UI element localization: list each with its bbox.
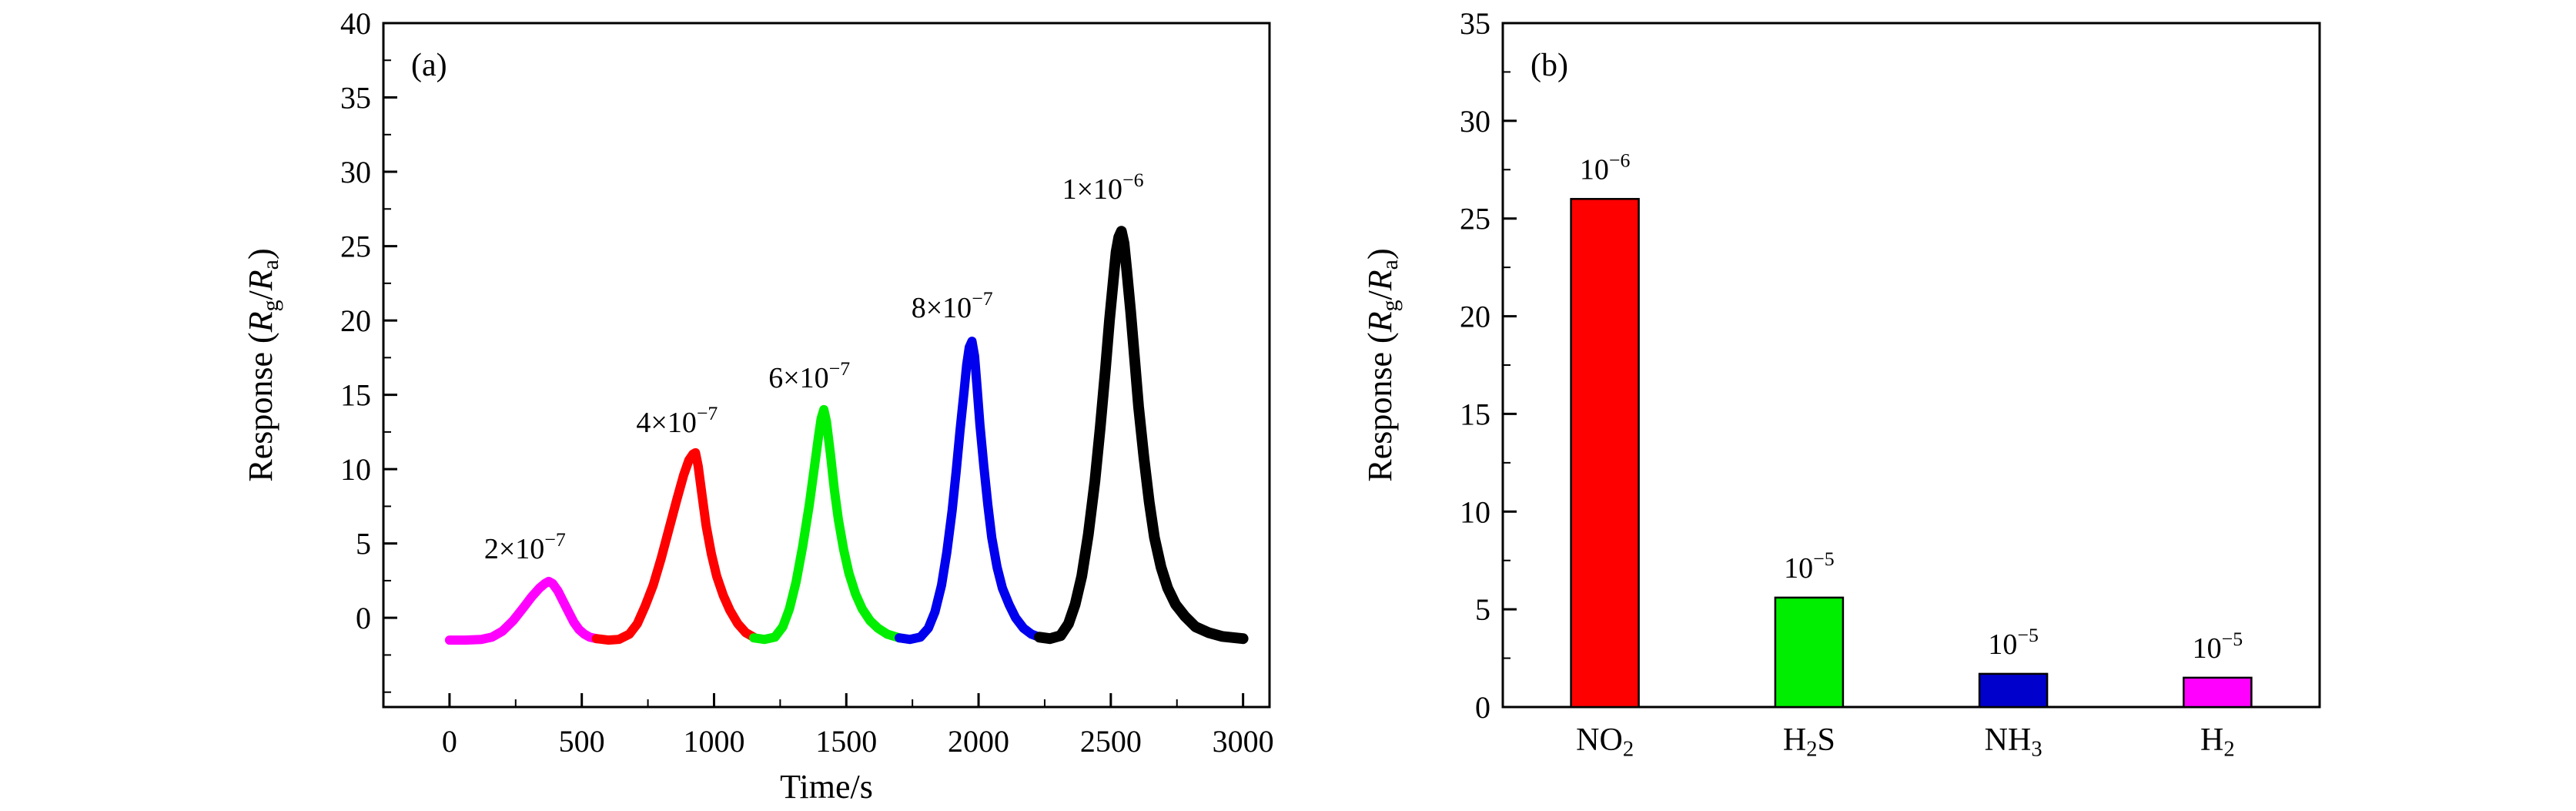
x-tick-label: 500 xyxy=(559,724,605,759)
y-tick-label: 35 xyxy=(340,81,371,116)
concentration-label: 1×10−6 xyxy=(1062,169,1144,206)
y-tick-label: 10 xyxy=(340,452,371,487)
series-conc-8e-7 xyxy=(895,337,1045,645)
concentration-label: 6×10−7 xyxy=(768,357,850,394)
y-tick-label: 20 xyxy=(1460,300,1490,334)
bar-3 xyxy=(1978,672,2049,709)
y-tick-label: 15 xyxy=(340,378,371,413)
x-axis-title: Time/s xyxy=(780,768,873,806)
y-tick-label: 5 xyxy=(1475,592,1490,627)
y-tick-label: 0 xyxy=(1475,690,1490,725)
y-tick-label: 25 xyxy=(340,230,371,264)
y-tick-label: 20 xyxy=(340,303,371,338)
y-tick-label: 10 xyxy=(1460,494,1490,529)
y-tick-label: 25 xyxy=(1460,202,1490,236)
panel-letter: (b) xyxy=(1531,48,1568,83)
category-label: H2 xyxy=(2200,722,2235,762)
x-tick-label: 1000 xyxy=(683,724,744,759)
bar-value-label: 10−6 xyxy=(1580,149,1631,186)
concentration-label: 8×10−7 xyxy=(912,287,993,324)
y-tick-label: 0 xyxy=(356,601,371,635)
y-tick-label: 30 xyxy=(340,155,371,189)
concentration-label: 4×10−7 xyxy=(636,402,718,439)
series-conc-4e-7 xyxy=(591,447,758,645)
y-tick-label: 30 xyxy=(1460,104,1490,139)
series-conc-2e-7 xyxy=(444,576,601,645)
y-tick-label: 35 xyxy=(1460,6,1490,41)
bar-2 xyxy=(1774,596,1845,709)
concentration-label: 2×10−7 xyxy=(484,528,566,565)
series-conc-6e-7 xyxy=(749,404,904,645)
bar-1 xyxy=(1570,198,1640,709)
category-label: NH3 xyxy=(1985,722,2042,762)
x-tick-label: 2500 xyxy=(1080,724,1142,759)
bar-value-label: 10−5 xyxy=(1784,548,1834,585)
bar-value-label: 10−5 xyxy=(2193,628,2243,665)
category-label: H2S xyxy=(1783,722,1835,762)
panel-letter: (a) xyxy=(411,48,447,83)
x-tick-label: 0 xyxy=(442,724,457,759)
category-label: NO2 xyxy=(1576,722,1634,762)
series-conc-1e-6 xyxy=(1034,226,1249,645)
x-tick-label: 2000 xyxy=(948,724,1009,759)
y-tick-label: 40 xyxy=(340,6,371,41)
y-tick-label: 5 xyxy=(356,527,371,561)
x-tick-label: 1500 xyxy=(815,724,877,759)
bar-4 xyxy=(2183,676,2253,709)
x-tick-label: 3000 xyxy=(1213,724,1274,759)
y-tick-label: 15 xyxy=(1460,397,1490,431)
bar-value-label: 10−5 xyxy=(1988,624,2038,661)
y-axis-title: Response (Rg/Ra) xyxy=(1361,248,1403,481)
plot-frame xyxy=(382,22,1271,709)
y-axis-title: Response (Rg/Ra) xyxy=(242,248,283,481)
